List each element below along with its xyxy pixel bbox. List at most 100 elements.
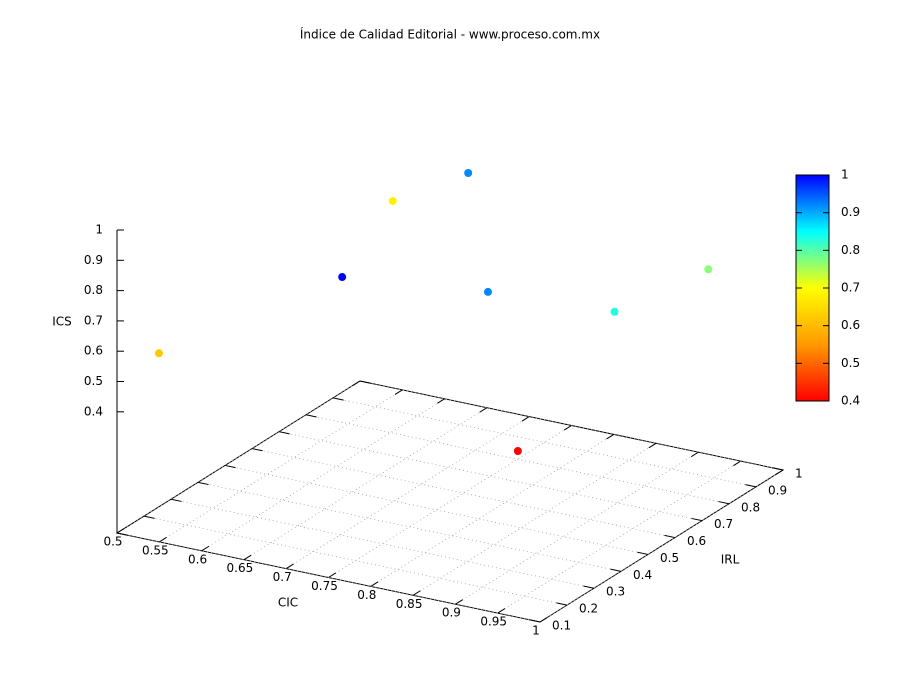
grid-line (159, 389, 403, 543)
y-tick (772, 467, 784, 471)
colorbar-tick-label: 0.9 (841, 205, 860, 219)
x-tick-label: 0.8 (357, 588, 376, 602)
z-tick-label: 0.7 (84, 313, 103, 327)
point (513, 447, 522, 456)
x-tick (733, 460, 741, 467)
y-tick-label: 0.1 (552, 619, 571, 633)
z-tick-label: 0.6 (84, 344, 103, 358)
y-tick (583, 585, 595, 589)
y-axis-label: IRL (721, 553, 740, 567)
colorbar-tick-label: 1 (841, 168, 849, 182)
grid-line (170, 498, 595, 589)
y-tick-label: 0.7 (714, 517, 733, 531)
z-tick-label: 0.8 (84, 283, 103, 297)
x-tick (455, 599, 463, 605)
x-tick (563, 425, 572, 431)
x-tick (285, 563, 294, 570)
x-tick (690, 451, 699, 458)
x-tick (775, 469, 784, 475)
y-tick (529, 619, 541, 623)
x-tick (116, 528, 125, 534)
chart-title: Índice de Calidad Editorial - www.proces… (300, 27, 600, 42)
x-axis-label: CIC (278, 596, 298, 610)
y-tick-label: 0.2 (579, 602, 598, 616)
y-tick (745, 484, 757, 488)
grid-line (197, 481, 622, 572)
z-tick-label: 0.4 (84, 404, 103, 418)
x-tick-label: 0.65 (227, 561, 254, 575)
colorbar-tick-label: 0.5 (841, 356, 860, 370)
y-tick (116, 532, 128, 536)
y-tick (556, 602, 568, 606)
point (154, 349, 163, 358)
x-tick-label: 0.55 (142, 543, 169, 557)
x-tick (412, 590, 421, 596)
grid-line (278, 431, 703, 522)
y-tick (170, 498, 182, 502)
y-tick (637, 551, 649, 555)
grid-line (143, 515, 568, 606)
x-tick (437, 398, 445, 404)
x-tick (370, 581, 379, 587)
x-tick (159, 536, 167, 543)
grid-line (332, 397, 757, 488)
z-axis-label: ICS (52, 315, 72, 329)
grid-line (201, 398, 445, 552)
base-frame (115, 380, 785, 623)
y-tick (251, 448, 263, 452)
y-tick (197, 481, 209, 486)
x-tick (648, 442, 657, 449)
y-tick (718, 501, 730, 505)
point (388, 196, 397, 205)
x-tick (394, 389, 403, 395)
x-tick (201, 545, 210, 552)
y-tick (664, 534, 676, 539)
colorbar-tick-label: 0.8 (841, 243, 860, 257)
y-tick-label: 0.3 (606, 585, 625, 599)
z-tick-label: 0.9 (84, 253, 103, 267)
x-tick (521, 416, 530, 422)
y-tick-label: 0.6 (687, 534, 706, 548)
point (483, 287, 492, 296)
x-tick (352, 380, 361, 386)
x-tick (243, 554, 252, 561)
point (610, 307, 619, 316)
y-tick (359, 380, 371, 384)
x-tick (479, 407, 488, 413)
x-tick-label: 0.95 (480, 615, 507, 629)
y-tick-label: 0.8 (741, 500, 760, 514)
x-tick (539, 617, 548, 623)
grid-line (224, 465, 649, 555)
y-tick-label: 0.9 (768, 483, 787, 497)
y-tick (224, 464, 236, 469)
colorbar-tick-label: 0.4 (841, 394, 860, 408)
x-tick (497, 608, 506, 614)
y-tick-label: 1 (795, 467, 803, 481)
x-tick-label: 0.85 (396, 597, 423, 611)
colorbar-tick-label: 0.6 (841, 318, 860, 332)
colorbar-tick-label: 0.7 (841, 281, 860, 295)
x-tick-label: 0.6 (188, 552, 207, 566)
z-tick-label: 0.5 (84, 374, 103, 388)
y-tick-label: 0.4 (633, 568, 652, 582)
x-tick (606, 433, 615, 440)
point (338, 273, 347, 282)
point (704, 265, 713, 274)
grid-line (251, 448, 676, 538)
y-tick (332, 397, 344, 401)
x-tick-label: 1 (532, 624, 540, 638)
x-tick-label: 0.9 (442, 606, 461, 620)
y-tick (143, 515, 155, 519)
y-tick (278, 431, 290, 435)
x-tick-label: 0.5 (103, 535, 122, 549)
grid-line (359, 380, 784, 471)
x-tick-label: 0.7 (273, 570, 292, 584)
x-tick (328, 572, 337, 578)
grid-line (305, 414, 730, 505)
y-tick (691, 517, 703, 522)
grid-line (116, 532, 541, 623)
z-tick-label: 1 (95, 223, 103, 237)
point (464, 168, 473, 177)
y-tick-label: 0.5 (660, 551, 679, 565)
